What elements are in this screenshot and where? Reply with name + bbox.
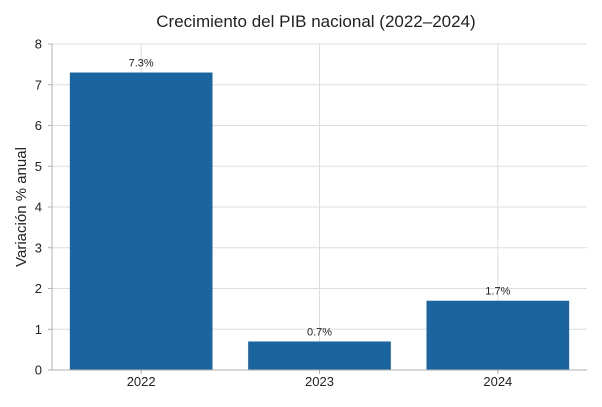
x-tick-label-2023: 2023 xyxy=(305,374,334,389)
y-tick-label-6: 6 xyxy=(35,118,42,133)
bar-2024 xyxy=(426,300,570,370)
y-tick-label-7: 7 xyxy=(35,77,42,92)
data-label-2022: 7.3% xyxy=(129,58,154,70)
chart-title: Crecimiento del PIB nacional (2022–2024) xyxy=(156,12,475,31)
x-axis-ticks: 2022 2023 2024 xyxy=(127,370,512,389)
y-tick-label-3: 3 xyxy=(35,240,42,255)
bars xyxy=(69,72,570,371)
data-labels: 7.3% 0.7% 1.7% xyxy=(129,58,511,339)
y-tick-label-1: 1 xyxy=(35,322,42,337)
y-axis-label: Variación % anual xyxy=(13,147,30,267)
y-axis-ticks: 0 1 2 3 4 5 6 7 8 xyxy=(35,37,52,378)
x-tick-label-2022: 2022 xyxy=(127,374,156,389)
y-tick-label-0: 0 xyxy=(35,363,42,378)
x-tick-label-2024: 2024 xyxy=(483,374,512,389)
data-label-2023: 0.7% xyxy=(307,326,332,338)
bar-2022 xyxy=(69,72,213,371)
y-tick-label-8: 8 xyxy=(35,37,42,52)
data-label-2024: 1.7% xyxy=(485,286,510,298)
bar-2023 xyxy=(248,341,391,370)
y-tick-label-2: 2 xyxy=(35,281,42,296)
y-tick-label-4: 4 xyxy=(35,200,42,215)
y-tick-label-5: 5 xyxy=(35,159,42,174)
